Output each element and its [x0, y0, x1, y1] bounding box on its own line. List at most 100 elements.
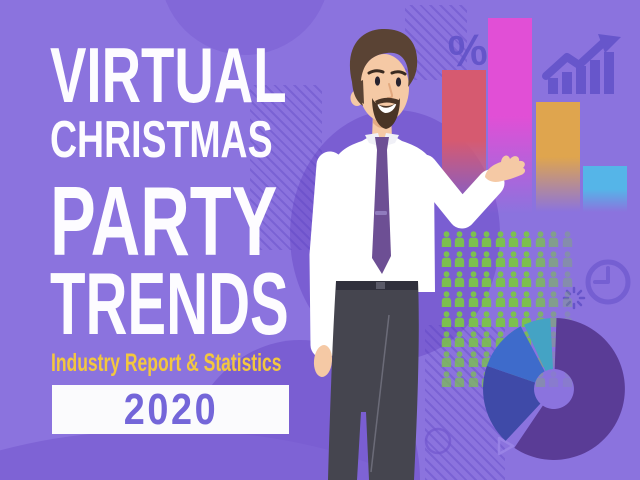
person-icon	[495, 291, 506, 307]
person-icon	[508, 311, 519, 327]
person-icon	[495, 371, 506, 387]
person-icon	[481, 311, 492, 327]
person-icon	[562, 251, 573, 267]
person-icon	[508, 251, 519, 267]
clock-icon	[585, 259, 631, 305]
people-pictogram-grid	[441, 231, 586, 391]
person-icon	[535, 251, 546, 267]
man-eyebrow-right	[390, 70, 407, 76]
person-icon	[495, 311, 506, 327]
person-icon	[441, 291, 452, 307]
person-icon	[481, 271, 492, 287]
person-icon	[548, 331, 559, 347]
man-eyebrow-left	[367, 69, 385, 75]
person-icon	[454, 311, 465, 327]
person-icon	[481, 351, 492, 367]
person-icon	[481, 371, 492, 387]
person-icon	[468, 291, 479, 307]
person-icon	[521, 271, 532, 287]
person-icon	[454, 291, 465, 307]
title-line-christmas: CHRISTMAS	[50, 111, 273, 169]
person-icon	[535, 351, 546, 367]
man-sideburn	[354, 80, 364, 104]
person-icon	[454, 371, 465, 387]
person-icon	[535, 331, 546, 347]
person-icon	[562, 371, 573, 387]
man-eye-right	[395, 77, 402, 87]
person-icon	[548, 231, 559, 247]
person-icon	[495, 351, 506, 367]
person-icon	[441, 251, 452, 267]
person-icon	[548, 271, 559, 287]
person-icon	[468, 311, 479, 327]
person-icon	[562, 311, 573, 327]
person-icon	[508, 231, 519, 247]
person-icon	[495, 251, 506, 267]
stripe-patch-top	[405, 5, 467, 80]
person-icon	[562, 351, 573, 367]
person-icon	[535, 371, 546, 387]
person-icon	[521, 371, 532, 387]
decorative-bar-2	[488, 18, 532, 214]
person-icon	[548, 351, 559, 367]
stripe-patch-left	[250, 85, 322, 250]
person-icon	[535, 311, 546, 327]
decorative-bar-4	[583, 166, 627, 212]
person-icon	[441, 311, 452, 327]
person-icon	[508, 291, 519, 307]
person-icon	[441, 331, 452, 347]
person-icon	[468, 271, 479, 287]
man-right-hand	[485, 155, 526, 182]
person-icon	[548, 251, 559, 267]
person-icon	[481, 291, 492, 307]
man-mustache	[375, 97, 399, 105]
person-icon	[521, 291, 532, 307]
person-icon	[441, 351, 452, 367]
bg-blob-top	[160, 0, 330, 55]
person-icon	[535, 231, 546, 247]
person-icon	[548, 291, 559, 307]
title-line-party: PARTY	[50, 166, 278, 276]
person-icon	[562, 331, 573, 347]
person-icon	[548, 371, 559, 387]
person-icon	[521, 331, 532, 347]
person-icon	[521, 351, 532, 367]
person-icon	[441, 231, 452, 247]
person-icon	[468, 251, 479, 267]
person-icon	[454, 251, 465, 267]
person-icon	[468, 351, 479, 367]
person-icon	[535, 271, 546, 287]
person-icon	[508, 271, 519, 287]
person-icon	[521, 311, 532, 327]
person-icon	[481, 331, 492, 347]
person-icon	[535, 291, 546, 307]
person-icon	[562, 231, 573, 247]
person-icon	[468, 331, 479, 347]
person-icon	[481, 251, 492, 267]
person-icon	[562, 291, 573, 307]
person-icon	[562, 271, 573, 287]
person-icon	[508, 331, 519, 347]
person-icon	[468, 371, 479, 387]
person-icon	[548, 311, 559, 327]
person-icon	[454, 271, 465, 287]
person-icon	[521, 251, 532, 267]
person-icon	[508, 351, 519, 367]
person-icon	[481, 231, 492, 247]
person-icon	[495, 231, 506, 247]
decorative-bar-3	[536, 102, 580, 212]
man-ear	[350, 90, 364, 106]
person-icon	[508, 371, 519, 387]
person-icon	[495, 271, 506, 287]
person-icon	[454, 331, 465, 347]
person-icon	[521, 231, 532, 247]
person-icon	[495, 331, 506, 347]
man-nose	[387, 83, 394, 99]
man-eye-left	[374, 76, 381, 86]
person-icon	[441, 371, 452, 387]
person-icon	[468, 231, 479, 247]
person-icon	[441, 271, 452, 287]
growth-arrow-icon	[542, 34, 621, 94]
person-icon	[454, 351, 465, 367]
